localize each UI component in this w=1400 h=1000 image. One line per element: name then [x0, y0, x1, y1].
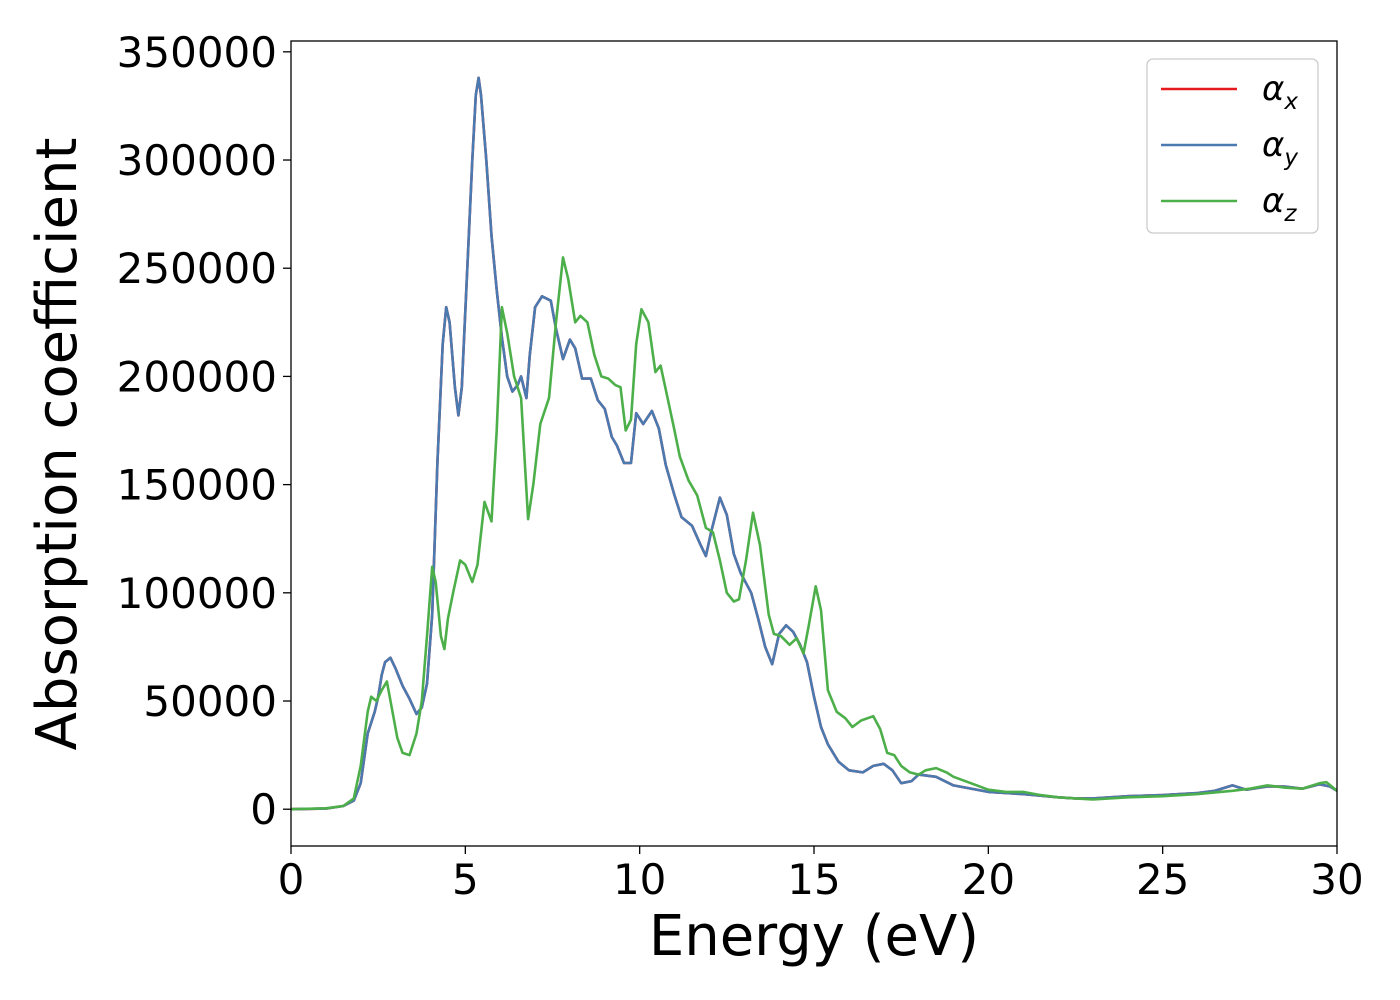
y-tick-label: 250000 [117, 244, 277, 293]
y-axis-ticks: 0 50000 100000 150000 200000 250000 300000 3500… [117, 28, 291, 834]
y-tick-label: 150000 [117, 461, 277, 510]
y-tick-label: 300000 [117, 136, 277, 185]
y-tick-label: 0 [250, 785, 277, 834]
x-axis-ticks: 0 5 10 15 20 25 30 [278, 846, 1364, 904]
x-axis-label: Energy (eV) [649, 904, 979, 969]
x-tick-label: 20 [962, 855, 1015, 904]
x-tick-label: 25 [1136, 855, 1189, 904]
x-tick-label: 15 [787, 855, 840, 904]
y-tick-label: 100000 [117, 569, 277, 618]
y-axis-label: Absorption coefficient [25, 138, 90, 751]
y-tick-label: 350000 [117, 28, 277, 77]
x-tick-label: 0 [278, 855, 305, 904]
series-group [291, 76, 1337, 811]
series-line-y [291, 76, 1337, 811]
x-tick-label: 10 [613, 855, 666, 904]
series-line-z [291, 256, 1337, 811]
x-tick-label: 30 [1310, 855, 1363, 904]
x-tick-label: 5 [452, 855, 479, 904]
y-tick-label: 50000 [143, 677, 277, 726]
y-tick-label: 200000 [117, 352, 277, 401]
